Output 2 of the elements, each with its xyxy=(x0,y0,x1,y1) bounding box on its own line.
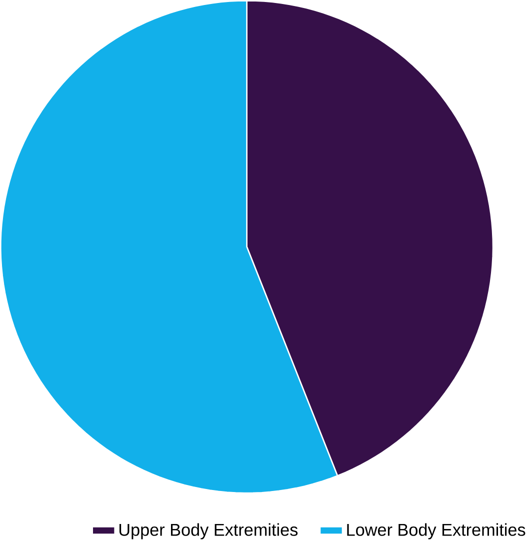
legend-label: Upper Body Extremities xyxy=(119,523,298,540)
legend-label: Lower Body Extremities xyxy=(346,523,525,540)
